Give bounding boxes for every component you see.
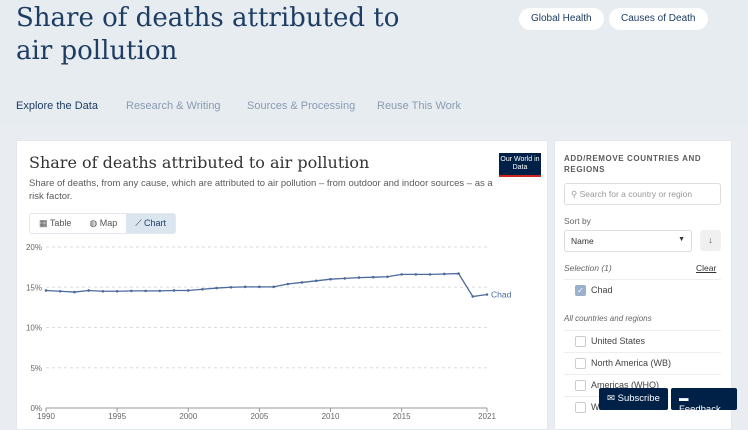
series-label: Chad <box>491 289 512 299</box>
page-header: Share of deaths attributed to air pollut… <box>0 0 748 125</box>
y-tick-label: 10% <box>26 324 42 333</box>
y-tick-label: 15% <box>26 283 42 292</box>
data-point <box>343 277 347 280</box>
label: Feedback <box>679 404 721 415</box>
data-point <box>386 275 389 279</box>
data-point <box>115 289 119 293</box>
data-point <box>186 289 190 292</box>
series-line <box>45 272 488 298</box>
x-tick-label: 2005 <box>250 412 268 420</box>
data-point <box>101 289 105 293</box>
data-point <box>443 272 446 276</box>
page-title: Share of deaths attributed to air pollut… <box>16 3 400 66</box>
data-point <box>243 285 247 289</box>
entity-row[interactable]: North America (WB) <box>564 352 721 374</box>
clear-button[interactable]: Clear <box>696 263 717 273</box>
data-point <box>158 289 162 293</box>
label: Chart <box>144 218 167 228</box>
data-point <box>457 272 460 275</box>
data-point <box>87 289 90 292</box>
data-point <box>414 273 418 276</box>
chart-subtitle: Share of deaths, from any cause, which a… <box>29 178 493 202</box>
data-point <box>357 276 361 279</box>
entity-name: Chad <box>591 285 613 295</box>
all-label: All countries and regions <box>564 314 652 323</box>
label: Map <box>99 218 118 228</box>
feedback-button[interactable]: ▬ Feedback <box>671 388 737 415</box>
y-tick-label: 0% <box>30 404 42 413</box>
checkbox[interactable] <box>575 336 586 347</box>
chevron-down-icon: ▼ <box>678 236 685 243</box>
label: Table <box>49 218 72 228</box>
x-tick-label: 1995 <box>108 412 126 420</box>
view-table-button[interactable]: ▦ Table <box>39 218 72 228</box>
tab-research[interactable]: Research & Writing <box>126 100 221 112</box>
label: Subscribe <box>617 393 660 404</box>
data-point <box>144 289 147 293</box>
entity-name: Americas (WHO) <box>591 380 659 390</box>
checkbox-checked[interactable]: ✓ <box>575 285 586 296</box>
subscribe-button[interactable]: ✉ Subscribe <box>599 388 668 410</box>
view-map-button[interactable]: ◍ Map <box>89 218 118 228</box>
x-tick-label: 1990 <box>37 412 55 420</box>
checkbox[interactable] <box>575 380 586 391</box>
data-point <box>329 277 332 281</box>
data-point <box>471 295 475 298</box>
sort-label: Sort by <box>564 216 591 226</box>
sort-select[interactable]: Name ▼ <box>564 230 692 252</box>
data-point <box>172 289 176 292</box>
entity-name: United States <box>591 336 646 346</box>
checkbox[interactable] <box>575 358 586 369</box>
sort-value: Name <box>571 236 594 246</box>
entity-selector: ADD/REMOVE COUNTRIES AND REGIONS ⚲ Searc… <box>554 140 732 430</box>
tag-causes-of-death[interactable]: Causes of Death <box>609 8 708 30</box>
data-point <box>272 285 275 289</box>
search-input[interactable]: ⚲ Search for a country or region <box>564 183 721 205</box>
owid-logo[interactable]: Our World in Data <box>499 153 541 177</box>
sort-order-button[interactable]: ↓ <box>700 230 721 251</box>
data-point <box>485 293 489 296</box>
chart-title: Share of deaths attributed to air pollut… <box>29 153 370 172</box>
selected-entity[interactable]: ✓ Chad <box>564 279 721 301</box>
view-chart-button[interactable]: ⟋ Chart <box>126 214 176 233</box>
data-point <box>258 285 261 289</box>
search-placeholder: Search for a country or region <box>579 189 693 199</box>
data-point <box>428 273 432 276</box>
data-point <box>215 286 219 290</box>
selection-label: Selection (1) <box>564 263 612 273</box>
x-tick-label: 2015 <box>393 412 411 420</box>
y-tick-label: 5% <box>30 364 42 373</box>
data-point <box>286 282 290 286</box>
tab-explore[interactable]: Explore the Data <box>16 100 98 112</box>
y-tick-label: 20% <box>26 243 42 252</box>
tab-reuse[interactable]: Reuse This Work <box>377 100 461 112</box>
data-point <box>400 273 403 276</box>
data-point <box>201 287 204 291</box>
line-chart: 0% 5% 10% 15% 20% 1990 1995 2000 2005 2010 2015 202… <box>26 243 512 420</box>
x-tick-label: 2010 <box>322 412 340 420</box>
x-tick-label: 2000 <box>179 412 197 420</box>
entity-row[interactable]: United States <box>564 330 721 352</box>
checkbox[interactable] <box>575 402 586 413</box>
selector-heading: ADD/REMOVE COUNTRIES AND REGIONS <box>564 154 702 174</box>
x-tick-label: 2021 <box>478 412 496 420</box>
data-point <box>130 289 133 293</box>
data-point <box>44 289 48 292</box>
tab-sources[interactable]: Sources & Processing <box>247 100 356 112</box>
tag-global-health[interactable]: Global Health <box>519 8 604 30</box>
entity-row[interactable]: Americas (WHO) <box>564 374 721 396</box>
data-point <box>300 281 304 284</box>
data-point <box>58 289 62 293</box>
data-point <box>229 285 233 289</box>
data-point <box>73 290 76 294</box>
data-point <box>371 275 375 279</box>
entity-name: North America (WB) <box>591 358 672 368</box>
search-icon: ⚲ <box>571 189 580 199</box>
data-point <box>314 279 318 283</box>
